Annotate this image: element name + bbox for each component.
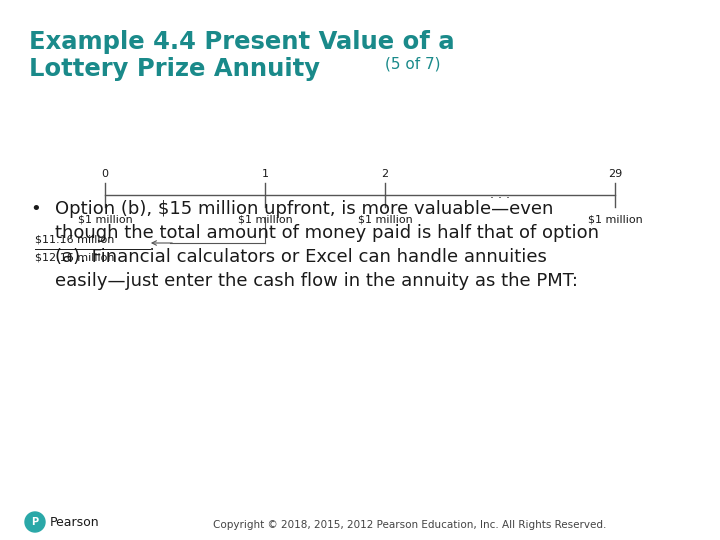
Text: $11.16 million: $11.16 million: [35, 235, 114, 245]
Text: Example 4.4 Present Value of a: Example 4.4 Present Value of a: [29, 30, 454, 53]
Text: 29: 29: [608, 169, 622, 179]
Text: $12.16 million: $12.16 million: [35, 253, 114, 263]
Circle shape: [25, 512, 45, 532]
Text: Option (b), $15 million upfront, is more valuable—even: Option (b), $15 million upfront, is more…: [55, 200, 554, 218]
Text: $1 million: $1 million: [78, 215, 132, 225]
Text: easily—just enter the cash flow in the annuity as the PMT:: easily—just enter the cash flow in the a…: [55, 272, 578, 290]
Text: . . .: . . .: [490, 188, 510, 201]
Text: •: •: [30, 200, 41, 218]
Text: Pearson: Pearson: [50, 516, 99, 529]
Text: (a). Financial calculators or Excel can handle annuities: (a). Financial calculators or Excel can …: [55, 248, 547, 266]
Text: 1: 1: [261, 169, 269, 179]
Text: Lottery Prize Annuity: Lottery Prize Annuity: [29, 57, 320, 80]
Text: (5 of 7): (5 of 7): [385, 57, 441, 72]
Text: P: P: [32, 517, 39, 527]
Text: 0: 0: [102, 169, 109, 179]
Text: $1 million: $1 million: [588, 215, 642, 225]
Text: $1 million: $1 million: [238, 215, 292, 225]
Text: Copyright © 2018, 2015, 2012 Pearson Education, Inc. All Rights Reserved.: Copyright © 2018, 2015, 2012 Pearson Edu…: [213, 520, 607, 530]
Text: $1 million: $1 million: [358, 215, 413, 225]
Text: 2: 2: [382, 169, 389, 179]
Text: though the total amount of money paid is half that of option: though the total amount of money paid is…: [55, 224, 599, 242]
